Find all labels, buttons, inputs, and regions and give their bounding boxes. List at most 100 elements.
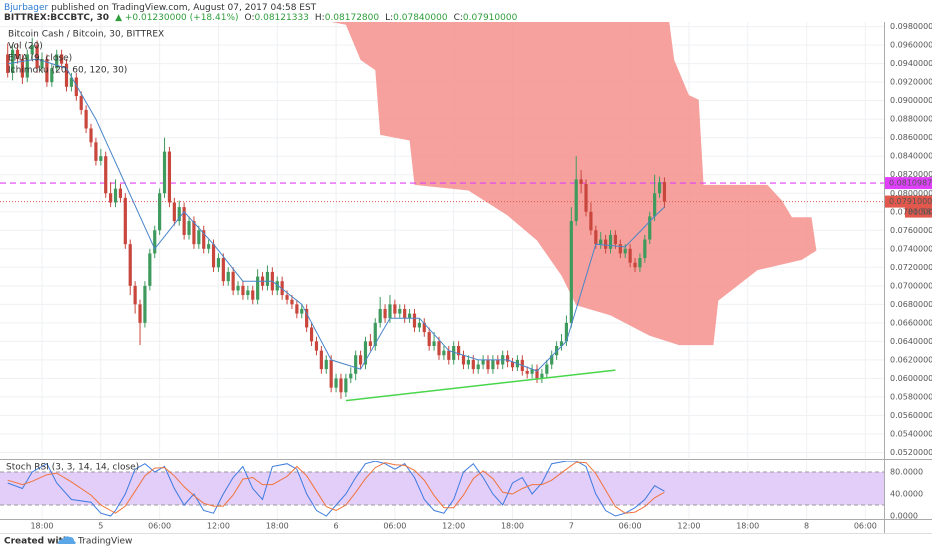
line-series [7,461,665,517]
candle-body [10,49,15,73]
stoch-pane [0,461,884,519]
x-tick-label: 12:00 [207,522,230,531]
price-label-box [885,195,932,208]
countdown: 01:58 [908,208,931,217]
candle-body [628,248,632,263]
footer-brand[interactable]: TradingView [77,537,132,547]
candle-body [334,378,338,388]
candle-body [466,359,470,365]
candle-body [456,345,461,356]
candle-body [143,285,147,323]
candle-body [476,364,480,370]
candle-body [329,359,333,388]
candle-body [128,244,132,286]
countdown-box [905,206,932,218]
legend-entry: Vol (20) [8,42,43,52]
candle-body [349,373,353,379]
line-series [7,461,665,514]
candle-body [30,45,34,55]
candle-body [604,239,608,249]
candle-body [226,271,230,282]
candle-body [569,221,573,323]
candle-body [481,359,485,365]
logo-icon [58,536,76,544]
author[interactable]: Bjurbager [4,3,49,13]
candle-body [608,234,613,249]
candle-body [45,59,49,83]
candle-body [358,355,363,365]
candle-body [594,230,598,245]
candle-body [530,369,534,374]
candle-body [300,308,304,314]
candle-body [584,183,588,212]
ohlc-value: 0.07910000 [463,13,518,23]
candle-body [383,308,387,319]
candle-body [69,77,74,87]
candle-body [535,369,539,379]
header-line: Bjurbager published on TradingView.com, … [4,3,317,13]
candle-body [314,341,319,351]
candle-body [197,230,201,245]
candle-body [373,322,377,346]
candle-body [275,281,279,291]
band-fill [0,471,884,505]
ohlc-label: L: [385,13,393,23]
candle-body [344,378,348,393]
x-tick-label: 12:00 [677,522,700,531]
candle-body [491,359,495,370]
candle-body [231,271,235,291]
candle-body [35,45,39,69]
candle-body [148,253,152,286]
x-tick-label: 18:00 [30,522,53,531]
footer-created: Created with [4,537,69,547]
candle-body [15,49,20,60]
candle-body [216,258,221,268]
candle-body [623,248,627,254]
candle-body [599,239,603,245]
candle-body [545,364,549,374]
candle-body [510,361,515,368]
candle-body [579,179,583,184]
x-tick-label: 8 [804,522,809,531]
candle-body [398,308,402,314]
candle-body [113,188,118,203]
candle-body [241,285,245,296]
candle-body [118,188,123,198]
candle-body [256,276,260,300]
candle-body [461,355,466,365]
candle-body [363,341,368,365]
candle-body [202,230,206,249]
candle-body [471,359,475,370]
candle-body [393,304,397,314]
candle-body [437,341,441,356]
candle-body [447,350,451,360]
candle-body [324,359,328,370]
candle-body [221,258,225,282]
candle-body [187,221,191,235]
candle-body [109,193,113,203]
x-tick-label: 6 [334,522,339,531]
candle-body [574,179,578,222]
candle-body [339,378,343,393]
overlay: 0.08109873 0.07910000 01:58 Bitcoin Cash / … [6,30,932,473]
y-tick-label: 0.0000 [890,511,918,520]
candle-body [177,207,181,222]
ohlc-value: 0.08121333 [255,13,309,23]
candle-body [662,182,667,202]
trend-line [345,369,616,402]
price-label: 0.08109873 [889,179,932,188]
candle-body [540,373,544,379]
candle-body [265,271,270,286]
